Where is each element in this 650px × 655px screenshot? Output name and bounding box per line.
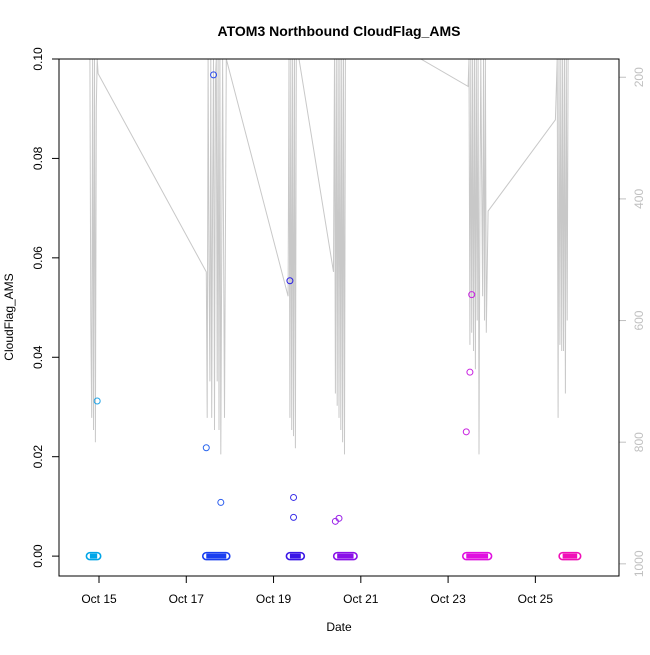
- data-point: [290, 513, 298, 521]
- flight-band-layer: [85, 551, 582, 561]
- x-tick-label: Oct 23: [430, 592, 466, 606]
- y-tick-label: 0.08: [31, 146, 45, 170]
- y-tick-label: 0.04: [31, 345, 45, 369]
- x-axis-label: Date: [326, 620, 352, 634]
- data-point: [335, 514, 343, 522]
- flight-band: [285, 551, 306, 561]
- x-tick-label: Oct 19: [256, 592, 292, 606]
- altitude-profile-line: [89, 58, 569, 455]
- x-tick-label: Oct 25: [518, 592, 554, 606]
- data-point: [290, 493, 298, 501]
- data-point: [462, 428, 470, 436]
- x-tick-label: Oct 17: [169, 592, 205, 606]
- data-point: [466, 368, 474, 376]
- data-point: [210, 71, 218, 79]
- altitude-profile-layer: [89, 58, 569, 455]
- flight-band: [332, 551, 358, 561]
- data-point: [217, 498, 225, 506]
- right-tick-label: 1000: [632, 550, 646, 577]
- right-tick-label: 600: [632, 310, 646, 330]
- data-point: [202, 444, 210, 452]
- x-tick-label: Oct 15: [81, 592, 117, 606]
- flight-band: [85, 551, 102, 561]
- y-axis-label: CloudFlag_AMS: [2, 273, 16, 360]
- data-point: [468, 291, 476, 299]
- right-tick-label: 400: [632, 189, 646, 209]
- y-tick-label: 0.00: [31, 544, 45, 568]
- right-tick-label: 200: [632, 67, 646, 87]
- flight-band: [461, 551, 493, 561]
- y-tick-label: 0.06: [31, 246, 45, 270]
- flight-band: [558, 551, 582, 561]
- data-point: [93, 397, 101, 405]
- x-tick-label: Oct 21: [343, 592, 379, 606]
- data-point: [286, 277, 294, 285]
- y-tick-label: 0.10: [31, 47, 45, 71]
- flight-band: [201, 551, 231, 561]
- data-point-layer: [93, 71, 476, 525]
- chart-title: ATOM3 Northbound CloudFlag_AMS: [218, 23, 461, 39]
- right-tick-label: 800: [632, 432, 646, 452]
- y-tick-label: 0.02: [31, 445, 45, 469]
- plot-frame: [58, 58, 620, 577]
